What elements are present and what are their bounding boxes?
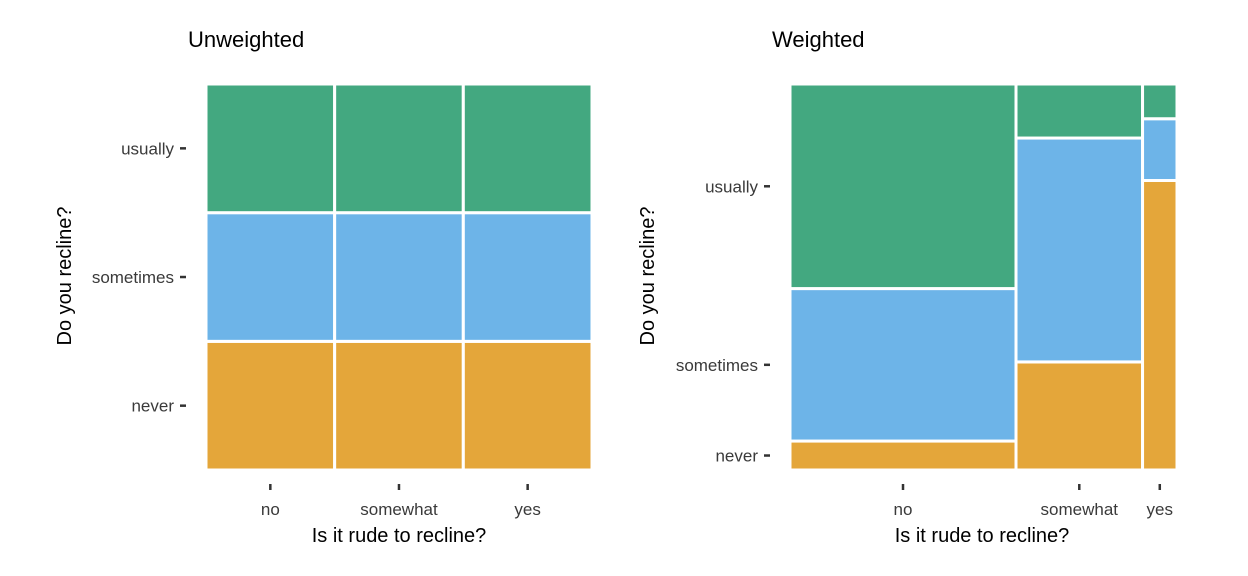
tile-yes-usually xyxy=(1141,82,1179,121)
y-tick-label: usually xyxy=(121,139,174,158)
x-tick-label: no xyxy=(261,500,280,519)
tile-yes-usually xyxy=(461,82,594,215)
x-tick-label: no xyxy=(894,500,913,519)
tile-yes-never xyxy=(1141,179,1179,472)
y-tick-label: usually xyxy=(705,177,758,196)
panel-weighted: Weighted Is it rude to recline? Do you r… xyxy=(637,27,1179,547)
tile-no-sometimes xyxy=(788,287,1018,443)
tile-somewhat-sometimes xyxy=(333,211,465,343)
y-axis-ticks: never sometimes usually xyxy=(676,177,770,466)
tile-somewhat-sometimes xyxy=(1014,136,1145,364)
x-tick-label: somewhat xyxy=(360,500,438,519)
tile-no-never xyxy=(204,339,337,472)
panel-title: Weighted xyxy=(772,27,865,52)
x-axis-title: Is it rude to recline? xyxy=(895,525,1070,547)
mosaic-tiles xyxy=(204,82,594,472)
tile-yes-sometimes xyxy=(461,211,594,343)
x-tick-label: yes xyxy=(1147,500,1173,519)
panel-title: Unweighted xyxy=(188,27,304,52)
y-axis-title: Do you recline? xyxy=(54,207,76,346)
y-axis-title: Do you recline? xyxy=(637,207,659,346)
x-axis-title: Is it rude to recline? xyxy=(312,525,487,547)
y-tick-label: sometimes xyxy=(676,356,758,375)
tile-yes-never xyxy=(461,339,594,472)
y-tick-label: never xyxy=(131,397,174,416)
panel-unweighted: Unweighted Is it rude to recline? Do you… xyxy=(54,27,594,547)
tile-no-usually xyxy=(788,82,1018,291)
x-axis-ticks: no somewhat yes xyxy=(894,484,1173,519)
x-tick-label: somewhat xyxy=(1041,500,1119,519)
tile-somewhat-usually xyxy=(333,82,465,215)
x-axis-ticks: no somewhat yes xyxy=(261,484,541,519)
tile-somewhat-never xyxy=(1014,360,1145,472)
tile-no-usually xyxy=(204,82,337,215)
y-tick-label: sometimes xyxy=(92,268,174,287)
tile-somewhat-never xyxy=(333,339,465,472)
tile-yes-sometimes xyxy=(1141,117,1179,182)
y-axis-ticks: never sometimes usually xyxy=(92,139,186,416)
tile-somewhat-usually xyxy=(1014,82,1145,140)
tile-no-never xyxy=(788,439,1018,472)
x-tick-label: yes xyxy=(514,500,540,519)
tile-no-sometimes xyxy=(204,211,337,343)
y-tick-label: never xyxy=(715,447,758,466)
mosaic-tiles xyxy=(788,82,1179,472)
